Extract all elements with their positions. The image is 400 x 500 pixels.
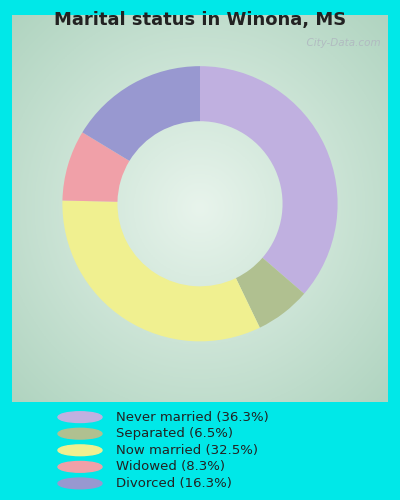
Text: Marital status in Winona, MS: Marital status in Winona, MS <box>54 11 346 29</box>
Wedge shape <box>200 66 338 294</box>
Text: City-Data.com: City-Data.com <box>300 38 380 48</box>
Wedge shape <box>82 66 200 161</box>
Circle shape <box>58 445 102 456</box>
Circle shape <box>58 462 102 472</box>
Wedge shape <box>236 258 304 328</box>
Text: Widowed (8.3%): Widowed (8.3%) <box>116 460 225 473</box>
Wedge shape <box>62 200 260 342</box>
Circle shape <box>58 478 102 489</box>
Text: Never married (36.3%): Never married (36.3%) <box>116 410 269 424</box>
Text: Separated (6.5%): Separated (6.5%) <box>116 427 233 440</box>
Text: Now married (32.5%): Now married (32.5%) <box>116 444 258 457</box>
Circle shape <box>58 428 102 439</box>
Wedge shape <box>62 132 130 202</box>
Text: Divorced (16.3%): Divorced (16.3%) <box>116 477 232 490</box>
Circle shape <box>58 412 102 422</box>
